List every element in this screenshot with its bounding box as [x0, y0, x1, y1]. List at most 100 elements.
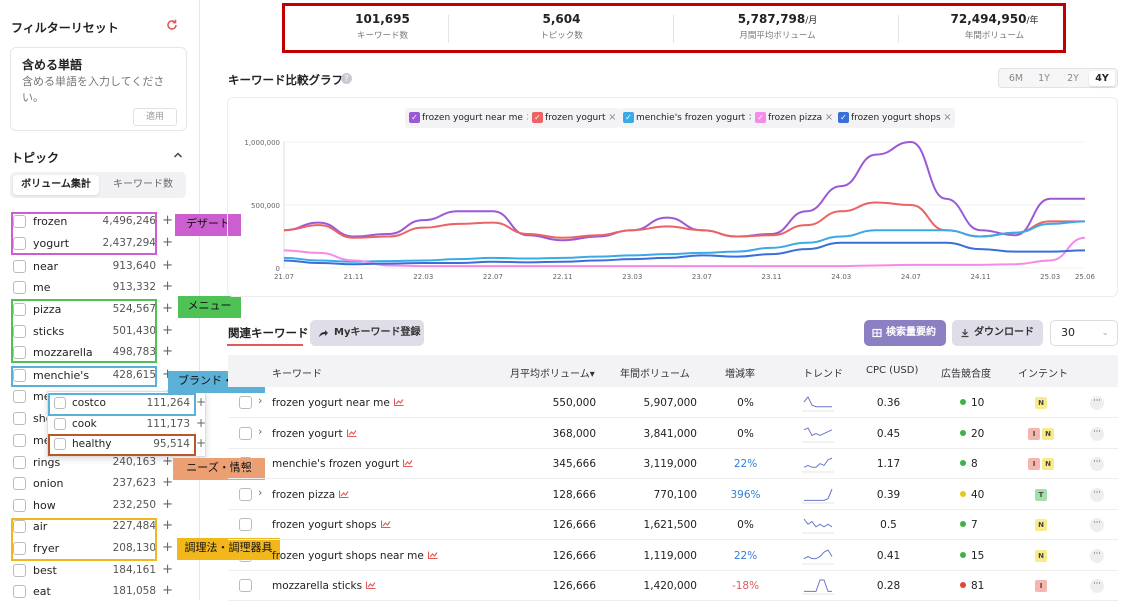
chart-line-icon[interactable] — [380, 520, 391, 528]
add-topic-icon[interactable]: + — [195, 416, 206, 430]
chart-line-icon[interactable] — [427, 551, 438, 559]
topic-row[interactable]: near 913,640 + — [12, 258, 180, 276]
filter-reset-label[interactable]: フィルターリセット — [11, 21, 119, 35]
add-topic-icon[interactable]: + — [162, 213, 173, 228]
more-options-icon[interactable]: ··· — [1090, 426, 1104, 441]
volume-summary-button[interactable]: 検索量要約 — [864, 320, 946, 346]
add-topic-icon[interactable]: + — [162, 518, 173, 533]
add-topic-icon[interactable]: + — [162, 258, 173, 273]
range-2y[interactable]: 2Y — [1067, 73, 1079, 84]
remove-series-icon[interactable]: × — [943, 112, 952, 123]
topic-checkbox[interactable] — [13, 499, 26, 512]
legend-chip[interactable]: ✓ frozen yogurt near me × — [405, 108, 537, 128]
tab-volume-sum[interactable]: ボリューム集計 — [13, 175, 99, 195]
popup-topic-checkbox[interactable] — [54, 438, 66, 450]
col-cpc[interactable]: CPC (USD) — [866, 365, 919, 376]
topic-checkbox[interactable] — [13, 303, 26, 316]
add-topic-icon[interactable]: + — [195, 436, 206, 450]
topic-checkbox[interactable] — [13, 281, 26, 294]
topic-checkbox[interactable] — [13, 325, 26, 338]
chevron-right-icon[interactable]: › — [258, 424, 263, 438]
topic-checkbox[interactable] — [13, 412, 26, 425]
more-options-icon[interactable]: ··· — [1090, 518, 1104, 532]
remove-series-icon[interactable]: × — [824, 112, 834, 123]
apply-button[interactable]: 適用 — [133, 108, 177, 126]
col-trend[interactable]: トレンド — [803, 369, 843, 380]
chevron-up-icon[interactable] — [173, 150, 183, 160]
col-monthly-volume[interactable]: 月平均ボリューム▾ — [510, 369, 595, 380]
table-row[interactable]: frozen yogurt shops 126,666 1,621,500 0%… — [228, 510, 1118, 540]
topic-row[interactable]: mozzarella 498,783 + — [12, 344, 180, 362]
more-options-icon[interactable]: ··· — [1090, 487, 1104, 502]
keyword-cell[interactable]: frozen yogurt near me — [272, 397, 404, 409]
topic-checkbox[interactable] — [13, 434, 26, 447]
keyword-cell[interactable]: frozen yogurt shops — [272, 519, 391, 531]
add-topic-icon[interactable]: + — [162, 323, 173, 338]
chart-line-icon[interactable] — [346, 429, 357, 437]
my-keyword-button[interactable]: Myキーワード登録 — [310, 320, 424, 346]
include-words-input[interactable]: 含める単語を入力してください。 — [22, 75, 165, 104]
topic-checkbox[interactable] — [13, 564, 26, 577]
range-6m[interactable]: 6M — [1008, 73, 1024, 84]
page-size-select[interactable]: 30 ⌄ — [1050, 320, 1118, 346]
remove-series-icon[interactable]: × — [608, 112, 617, 123]
popup-topic-row[interactable]: healthy 95,514 + — [52, 436, 206, 454]
row-checkbox[interactable] — [239, 396, 252, 409]
popup-topic-checkbox[interactable] — [54, 418, 66, 430]
col-intent[interactable]: インテント — [1018, 369, 1068, 380]
keyword-cell[interactable]: frozen pizza — [272, 489, 349, 501]
topic-checkbox[interactable] — [13, 215, 26, 228]
topic-row[interactable]: yogurt 2,437,294 + — [12, 235, 180, 253]
add-topic-icon[interactable]: + — [162, 497, 173, 512]
keyword-cell[interactable]: frozen yogurt shops near me — [272, 550, 438, 562]
topic-checkbox[interactable] — [13, 237, 26, 250]
row-checkbox[interactable] — [239, 426, 252, 440]
keyword-cell[interactable]: mozzarella sticks — [272, 580, 376, 592]
download-button[interactable]: ダウンロード — [952, 320, 1043, 346]
add-topic-icon[interactable]: + — [162, 540, 173, 555]
topic-row[interactable]: best 184,161 + — [12, 562, 180, 580]
reset-icon[interactable] — [165, 18, 179, 32]
add-topic-icon[interactable]: + — [162, 344, 173, 359]
more-options-icon[interactable]: ··· — [1090, 457, 1104, 471]
chart-line-icon[interactable] — [403, 459, 413, 467]
add-topic-icon[interactable]: + — [162, 475, 173, 490]
legend-chip[interactable]: ✓ frozen yogurt shops × — [834, 108, 955, 128]
col-growth[interactable]: 増減率 — [725, 369, 755, 380]
table-row[interactable]: mozzarella sticks 126,666 1,420,000 -18%… — [228, 571, 1118, 601]
add-topic-icon[interactable]: + — [162, 279, 173, 294]
row-checkbox[interactable] — [239, 548, 252, 562]
topic-row[interactable]: frozen 4,496,246 + — [12, 213, 180, 231]
info-icon[interactable]: ? — [341, 73, 352, 84]
keyword-cell[interactable]: menchie's frozen yogurt — [272, 458, 413, 470]
tab-keyword-count[interactable]: キーワード数 — [113, 179, 173, 190]
add-topic-icon[interactable]: + — [162, 367, 173, 382]
popup-topic-checkbox[interactable] — [54, 397, 66, 409]
topic-row[interactable]: onion 237,623 + — [12, 475, 180, 493]
add-topic-icon[interactable]: + — [162, 562, 173, 577]
topic-checkbox[interactable] — [13, 542, 26, 555]
popup-topic-row[interactable]: cook 111,173 + — [52, 416, 206, 434]
topic-checkbox[interactable] — [13, 369, 26, 382]
topic-row[interactable]: rings 240,163 + — [12, 454, 180, 472]
add-topic-icon[interactable]: + — [162, 301, 173, 316]
row-checkbox[interactable] — [239, 487, 252, 501]
topic-checkbox[interactable] — [13, 390, 26, 403]
add-topic-icon[interactable]: + — [162, 583, 173, 598]
chevron-right-icon[interactable]: › — [258, 485, 263, 499]
col-keyword[interactable]: キーワード — [272, 369, 322, 380]
range-1y[interactable]: 1Y — [1038, 73, 1050, 84]
chart-line-icon[interactable] — [366, 581, 376, 589]
chart-line-icon[interactable] — [339, 490, 349, 498]
chevron-right-icon[interactable]: › — [258, 394, 263, 407]
legend-chip[interactable]: ✓ menchie's frozen yogurt × — [619, 108, 760, 128]
add-topic-icon[interactable]: + — [162, 235, 173, 250]
table-row[interactable]: › frozen yogurt 368,000 3,841,000 0% 0.4… — [228, 419, 1118, 449]
topic-row[interactable]: fryer 208,130 + — [12, 540, 180, 558]
topic-row[interactable]: me 913,332 + — [12, 279, 180, 297]
col-competition[interactable]: 広告競合度 — [941, 369, 991, 380]
range-4y[interactable]: 4Y — [1089, 71, 1115, 86]
topic-row[interactable]: sticks 501,430 + — [12, 323, 180, 341]
topic-row[interactable]: how 232,250 + — [12, 497, 180, 515]
add-topic-icon[interactable]: + — [162, 454, 173, 469]
